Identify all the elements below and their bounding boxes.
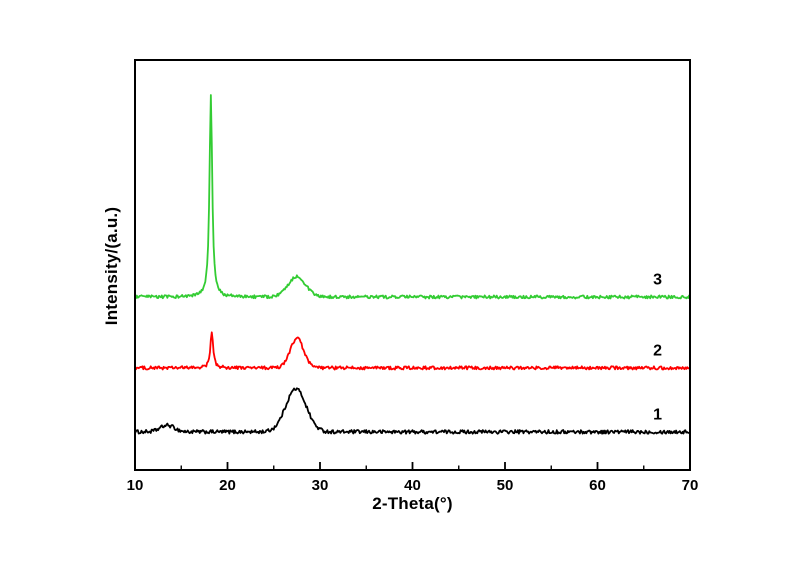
x-tick-label: 50 <box>497 477 514 494</box>
x-tick-label: 30 <box>312 477 329 494</box>
x-tick-label: 40 <box>404 477 421 494</box>
xrd-curves <box>135 94 690 435</box>
x-tick-label: 70 <box>682 477 699 494</box>
curve-label-3: 3 <box>653 272 662 289</box>
plot-frame <box>134 59 691 471</box>
y-axis-label: Intensity/(a.u.) <box>102 206 121 326</box>
x-tick-label: 10 <box>127 477 144 494</box>
x-tick-label: 60 <box>589 477 606 494</box>
curve-label-2: 2 <box>653 343 662 360</box>
x-axis-label: 2-Theta(°) <box>372 494 453 513</box>
x-tick-label: 20 <box>219 477 236 494</box>
curve-label-1: 1 <box>653 407 662 424</box>
xrd-curve-3 <box>135 94 690 300</box>
xrd-curve-1 <box>135 387 690 435</box>
xrd-curve-2 <box>135 331 690 371</box>
